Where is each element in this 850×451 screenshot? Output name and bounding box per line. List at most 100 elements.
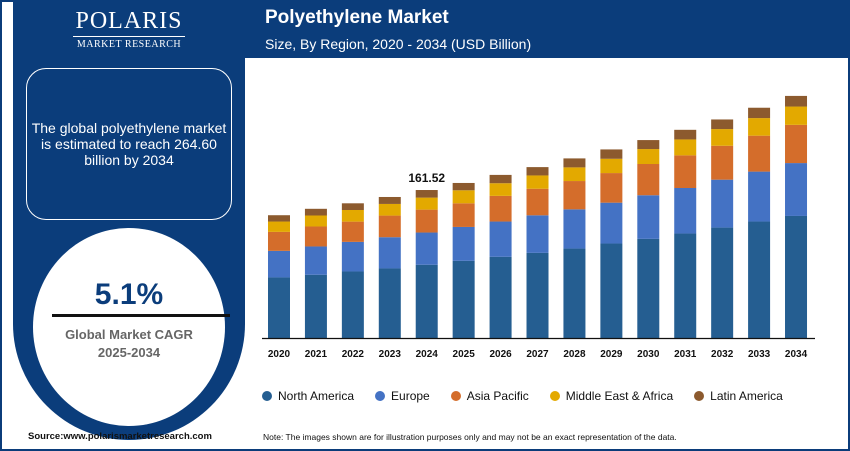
bar-segment-asia-pacific-2030 — [637, 163, 660, 196]
bar-segment-asia-pacific-2029 — [600, 173, 623, 203]
bar-segment-latin-america-2021 — [304, 208, 327, 216]
bar-segment-north-america-2031 — [674, 233, 697, 338]
legend-label: Middle East & Africa — [565, 389, 674, 403]
x-tick-label: 2024 — [416, 349, 439, 360]
x-tick-label: 2020 — [268, 349, 291, 360]
bar-segment-middle-east-africa-2032 — [711, 129, 734, 146]
bar-segment-asia-pacific-2028 — [563, 181, 586, 210]
bar-segment-north-america-2020 — [268, 277, 290, 338]
bar-segment-north-america-2029 — [600, 243, 623, 338]
legend-item: Middle East & Africa — [549, 389, 674, 403]
bar-segment-europe-2026 — [489, 221, 512, 257]
bar-segment-north-america-2034 — [785, 215, 808, 338]
legend-item: Europe — [375, 389, 430, 403]
bar-segment-europe-2028 — [563, 209, 586, 249]
bar-segment-north-america-2024 — [415, 264, 438, 338]
bar-segment-north-america-2022 — [341, 271, 364, 338]
info-text: The global polyethylene market is estima… — [31, 120, 227, 168]
bar-segment-north-america-2026 — [489, 256, 512, 338]
bar-segment-middle-east-africa-2023 — [378, 203, 401, 216]
x-tick-label: 2034 — [785, 349, 808, 360]
bar-segment-asia-pacific-2025 — [452, 203, 475, 227]
x-tick-label: 2025 — [453, 349, 476, 360]
bar-segment-latin-america-2033 — [748, 107, 771, 119]
bar-segment-latin-america-2034 — [785, 95, 808, 107]
bar-segment-asia-pacific-2034 — [785, 124, 808, 164]
bar-segment-asia-pacific-2031 — [674, 155, 697, 189]
legend-label: Europe — [391, 389, 430, 403]
bar-segment-asia-pacific-2021 — [304, 226, 327, 247]
left-panel: POLARIS MARKET RESEARCH The global polye… — [13, 0, 245, 440]
cagr-label-block: Global Market CAGR 2025-2034 — [33, 326, 225, 362]
bar-segment-latin-america-2026 — [489, 174, 512, 184]
bar-segment-latin-america-2023 — [378, 196, 401, 204]
chart-title: Polyethylene Market — [265, 7, 449, 28]
bar-segment-latin-america-2020 — [268, 215, 290, 222]
bar-segment-asia-pacific-2023 — [378, 215, 401, 238]
x-tick-label: 2030 — [637, 349, 660, 360]
chart-subtitle: Size, By Region, 2020 - 2034 (USD Billio… — [265, 36, 532, 52]
bar-segment-north-america-2027 — [526, 252, 549, 338]
cagr-label: Global Market CAGR — [65, 327, 193, 342]
bar-segment-north-america-2030 — [637, 238, 660, 338]
cagr-divider — [52, 314, 230, 317]
bar-segment-latin-america-2025 — [452, 182, 475, 191]
bar-segment-europe-2021 — [304, 246, 327, 275]
bar-segment-asia-pacific-2022 — [341, 221, 364, 242]
bar-segment-middle-east-africa-2030 — [637, 149, 660, 164]
legend-swatch-icon — [375, 391, 386, 401]
bar-segment-north-america-2025 — [452, 260, 475, 338]
x-tick-label: 2026 — [489, 349, 512, 360]
legend-label: Latin America — [710, 389, 783, 403]
legend-swatch-icon — [450, 391, 461, 401]
bar-segment-middle-east-africa-2022 — [341, 209, 364, 222]
chart-legend: North America Europe Asia Pacific Middle Ea… — [262, 389, 804, 403]
bar-segment-europe-2024 — [415, 232, 438, 265]
bar-segment-north-america-2023 — [378, 268, 401, 338]
bar-segment-middle-east-africa-2025 — [452, 190, 475, 204]
bar-segment-north-america-2021 — [304, 274, 327, 338]
cagr-circle: 5.1% Global Market CAGR 2025-2034 — [33, 228, 230, 426]
cagr-period: 2025-2034 — [97, 345, 161, 360]
cagr-value: 5.1% — [94, 278, 164, 311]
legend-label: Asia Pacific — [466, 389, 529, 403]
x-tick-label: 2022 — [342, 349, 365, 360]
bar-segment-north-america-2032 — [711, 227, 734, 338]
disclaimer-note: Note: The images shown are for illustrat… — [263, 432, 677, 442]
bar-segment-latin-america-2030 — [637, 140, 660, 150]
bar-segment-middle-east-africa-2029 — [600, 158, 623, 174]
bar-segment-europe-2033 — [748, 171, 771, 222]
source-text: Source:www.polarismarketresearch.com — [28, 431, 212, 442]
bar-segment-latin-america-2022 — [341, 203, 364, 210]
bar-segment-asia-pacific-2027 — [526, 188, 549, 216]
x-tick-label: 2029 — [600, 349, 623, 360]
logo-tagline: MARKET RESEARCH — [76, 39, 182, 50]
bar-segment-europe-2031 — [674, 188, 697, 234]
bar-segment-middle-east-africa-2021 — [304, 215, 327, 227]
bar-segment-latin-america-2028 — [563, 158, 586, 168]
legend-swatch-icon — [549, 391, 560, 401]
bar-segment-north-america-2028 — [563, 248, 586, 338]
bar-segment-europe-2029 — [600, 202, 623, 244]
bar-segment-middle-east-africa-2028 — [563, 167, 586, 182]
x-tick-label: 2033 — [748, 349, 771, 360]
bar-segment-asia-pacific-2026 — [489, 195, 512, 222]
info-box: The global polyethylene market is estima… — [26, 68, 232, 220]
legend-item: North America — [262, 389, 354, 403]
bar-segment-europe-2030 — [637, 195, 660, 239]
bar-segment-europe-2020 — [268, 250, 290, 278]
bar-segment-asia-pacific-2032 — [711, 145, 734, 180]
legend-item: Latin America — [694, 389, 783, 403]
bar-segment-europe-2023 — [378, 237, 401, 269]
bar-segment-middle-east-africa-2026 — [489, 183, 512, 196]
legend-swatch-icon — [262, 391, 272, 401]
bar-segment-latin-america-2029 — [600, 149, 623, 159]
x-tick-label: 2032 — [711, 349, 734, 360]
x-tick-label: 2031 — [674, 349, 697, 360]
bar-segment-latin-america-2027 — [526, 167, 549, 176]
bar-segment-middle-east-africa-2020 — [268, 221, 290, 232]
bar-segment-middle-east-africa-2027 — [526, 175, 549, 189]
bar-segment-asia-pacific-2020 — [268, 231, 290, 251]
bar-segment-middle-east-africa-2024 — [415, 197, 438, 210]
bar-segment-europe-2027 — [526, 215, 549, 253]
